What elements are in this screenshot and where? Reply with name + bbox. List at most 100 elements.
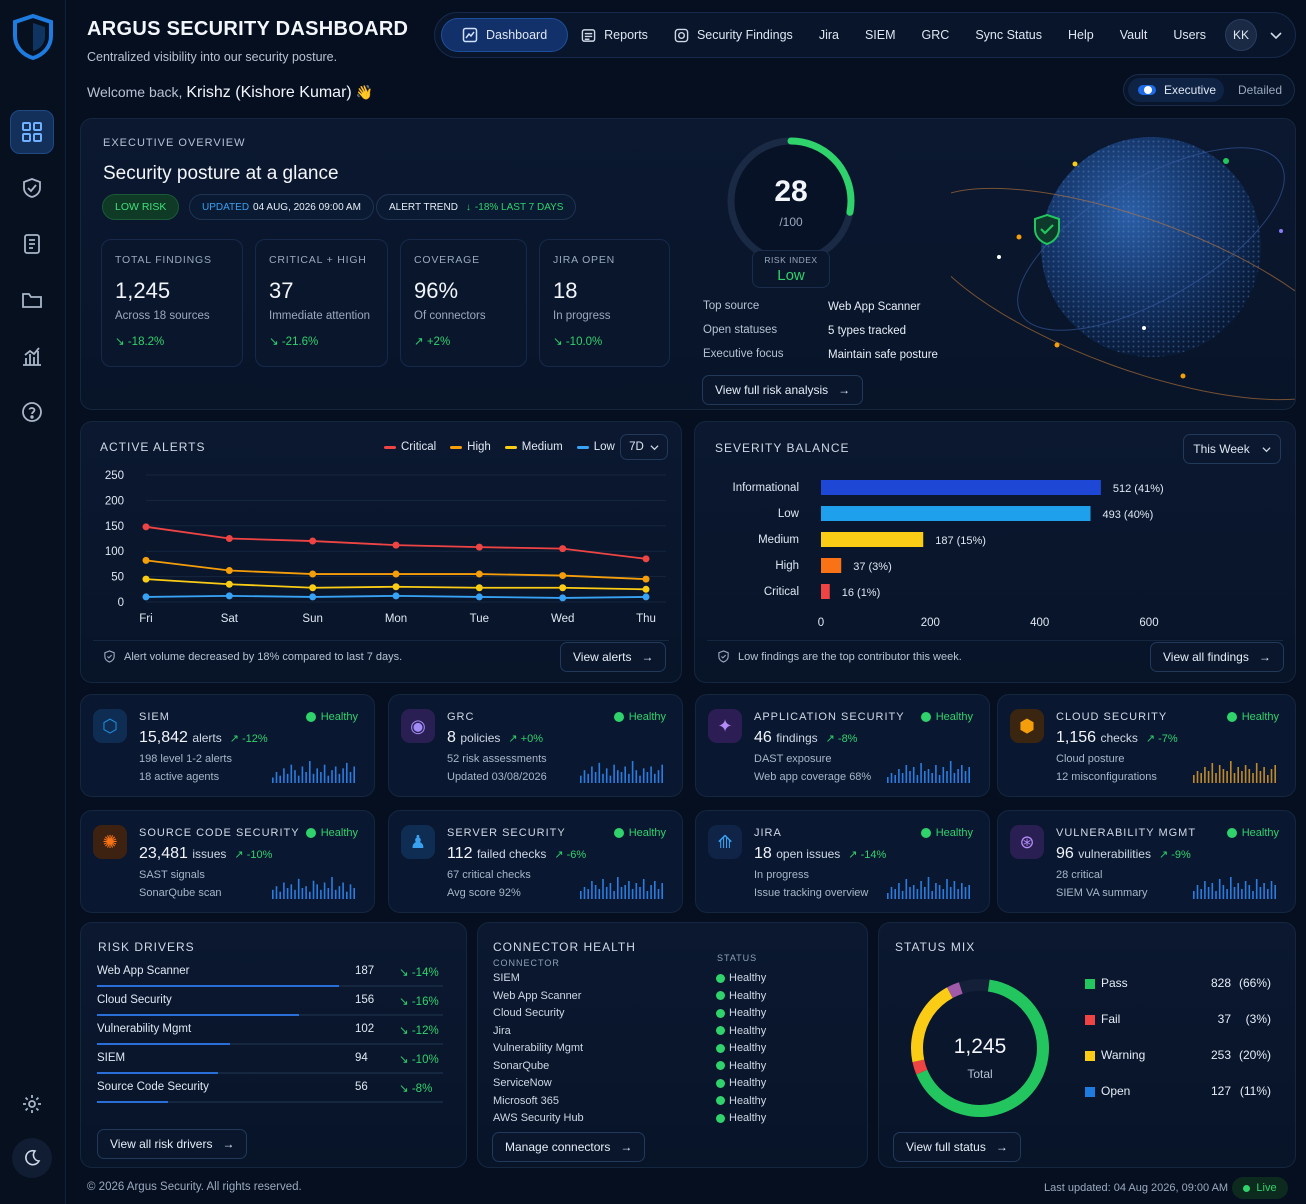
data-point-low[interactable] bbox=[225, 592, 233, 600]
module-card-application-security[interactable]: ✦ APPLICATION SECURITY Healthy 46 findings ↗… bbox=[695, 694, 990, 797]
data-point-high[interactable] bbox=[392, 570, 400, 578]
sidebar-folder-icon[interactable] bbox=[10, 278, 54, 322]
data-point-critical[interactable] bbox=[225, 535, 233, 542]
stat-coverage[interactable]: COVERAGE 96% Of connectors ↗ +2% bbox=[400, 239, 527, 367]
data-point-medium[interactable] bbox=[309, 584, 317, 592]
spark-bar bbox=[598, 889, 601, 899]
nav-grc[interactable]: GRC bbox=[909, 18, 963, 52]
spark-bar bbox=[938, 885, 941, 899]
bar-high[interactable] bbox=[821, 558, 842, 573]
module-card-source-code-security[interactable]: ✺ SOURCE CODE SECURITY Healthy 23,481 issue… bbox=[80, 810, 375, 913]
user-avatar[interactable]: KK bbox=[1224, 19, 1257, 51]
stat-change: -18.2% bbox=[127, 336, 165, 348]
view-risk-analysis-button[interactable]: View full risk analysis → bbox=[702, 375, 864, 405]
nav-reports[interactable]: Reports bbox=[568, 18, 661, 52]
sidebar-settings-icon[interactable] bbox=[10, 1082, 54, 1126]
nav-help[interactable]: Help bbox=[1055, 18, 1107, 52]
stat-critical-high[interactable]: CRITICAL + HIGH 37 Immediate attention ↘… bbox=[255, 239, 388, 367]
spark-bar bbox=[1237, 883, 1239, 899]
spark-bar bbox=[286, 773, 289, 783]
sidebar-shield-icon[interactable] bbox=[10, 166, 54, 210]
detailed-view-option[interactable]: Detailed bbox=[1238, 83, 1283, 97]
data-point-medium[interactable] bbox=[475, 584, 483, 592]
data-point-critical[interactable] bbox=[309, 537, 317, 545]
data-point-critical[interactable] bbox=[559, 545, 567, 553]
spark-bar bbox=[580, 775, 582, 783]
data-point-low[interactable] bbox=[142, 593, 150, 601]
stat-change: -10.0% bbox=[565, 336, 603, 348]
data-point-critical[interactable] bbox=[475, 543, 483, 551]
data-point-low[interactable] bbox=[559, 594, 567, 602]
spark-bar bbox=[1248, 885, 1251, 899]
connector-status: Healthy bbox=[716, 990, 766, 1002]
risk-driver-bar bbox=[97, 1043, 230, 1045]
data-point-high[interactable] bbox=[559, 572, 567, 580]
view-full-status-button[interactable]: View full status → bbox=[893, 1132, 1021, 1162]
chevron-down-icon[interactable] bbox=[1269, 28, 1283, 42]
trend-down-icon: ↘ bbox=[399, 996, 412, 1008]
module-card-vulnerability-mgmt[interactable]: ⊛ VULNERABILITY MGMT Healthy 96 vulnerabili… bbox=[997, 810, 1296, 913]
theme-moon-icon[interactable] bbox=[12, 1138, 52, 1178]
nav-sync-status[interactable]: Sync Status bbox=[962, 18, 1055, 52]
data-point-low[interactable] bbox=[475, 593, 483, 601]
stat-total-findings[interactable]: TOTAL FINDINGS 1,245 Across 18 sources ↘… bbox=[101, 239, 243, 367]
donut-slice-warning[interactable] bbox=[909, 977, 1051, 1119]
risk-driver-track bbox=[97, 1101, 443, 1103]
legend-medium[interactable]: Medium bbox=[504, 441, 563, 453]
module-card-grc[interactable]: ◉ GRC Healthy 8 policies ↗ +0% 52 risk assess… bbox=[388, 694, 683, 797]
data-point-high[interactable] bbox=[642, 575, 650, 583]
data-point-medium[interactable] bbox=[142, 575, 150, 583]
argus-logo-icon[interactable] bbox=[12, 13, 54, 63]
nav-siem[interactable]: SIEM bbox=[852, 18, 909, 52]
sidebar-help-icon[interactable] bbox=[10, 390, 54, 434]
nav-security-findings[interactable]: Security Findings bbox=[661, 18, 806, 52]
data-point-high[interactable] bbox=[309, 570, 317, 578]
data-point-critical[interactable] bbox=[392, 541, 400, 549]
data-point-high[interactable] bbox=[142, 556, 150, 564]
data-point-high[interactable] bbox=[225, 567, 233, 575]
nav-jira[interactable]: Jira bbox=[806, 18, 852, 52]
bar-low[interactable] bbox=[821, 506, 1091, 521]
view-all-risk-drivers-button[interactable]: View all risk drivers → bbox=[97, 1129, 248, 1159]
severity-range-select[interactable]: This Week bbox=[1183, 434, 1281, 464]
legend-high[interactable]: High bbox=[450, 441, 491, 453]
severity-footer-note: Low findings are the top contributor thi… bbox=[717, 650, 962, 663]
data-point-medium[interactable] bbox=[392, 583, 400, 591]
module-card-siem[interactable]: ⬡ SIEM Healthy 15,842 alerts ↗ -12% 198 level… bbox=[80, 694, 375, 797]
manage-connectors-button[interactable]: Manage connectors → bbox=[492, 1132, 646, 1162]
data-point-medium[interactable] bbox=[642, 585, 650, 593]
data-point-high[interactable] bbox=[475, 570, 483, 578]
module-title: SIEM bbox=[139, 711, 170, 723]
executive-view-option[interactable]: Executive bbox=[1128, 78, 1224, 102]
bar-medium[interactable] bbox=[821, 532, 924, 547]
bar-informational[interactable] bbox=[821, 480, 1101, 495]
module-card-server-security[interactable]: ♟ SERVER SECURITY Healthy 112 failed checks… bbox=[388, 810, 683, 913]
alerts-range-select[interactable]: 7D bbox=[620, 434, 668, 460]
sidebar-analytics-icon[interactable] bbox=[10, 334, 54, 378]
data-point-critical[interactable] bbox=[642, 555, 650, 563]
nav-vault[interactable]: Vault bbox=[1107, 18, 1161, 52]
bar-critical[interactable] bbox=[821, 584, 830, 599]
data-point-low[interactable] bbox=[392, 592, 400, 600]
data-point-medium[interactable] bbox=[559, 584, 567, 592]
module-card-jira[interactable]: ⟰ JIRA Healthy 18 open issues ↗ -14% In progr… bbox=[695, 810, 990, 913]
sidebar-document-icon[interactable] bbox=[10, 222, 54, 266]
arrow-right-icon: → bbox=[222, 1137, 235, 1151]
spark-bar bbox=[1244, 765, 1247, 783]
nav-dashboard[interactable]: Dashboard bbox=[441, 18, 569, 52]
bar-value-label: 16 (1%) bbox=[842, 587, 881, 599]
stat-jira-open[interactable]: JIRA OPEN 18 In progress ↘ -10.0% bbox=[539, 239, 670, 367]
sidebar-dashboard-icon[interactable] bbox=[10, 110, 54, 154]
data-point-medium[interactable] bbox=[225, 580, 233, 588]
data-point-critical[interactable] bbox=[142, 523, 150, 531]
nav-users[interactable]: Users bbox=[1160, 18, 1219, 52]
module-card-cloud-security[interactable]: ⬢ CLOUD SECURITY Healthy 1,156 checks ↗ -7% C… bbox=[997, 694, 1296, 797]
legend-critical[interactable]: Critical bbox=[384, 441, 436, 453]
data-point-low[interactable] bbox=[642, 593, 650, 601]
view-all-findings-button[interactable]: View all findings → bbox=[1150, 642, 1284, 672]
legend-low[interactable]: Low bbox=[576, 441, 615, 453]
nav-sync-status-label: Sync Status bbox=[975, 28, 1043, 42]
spark-bar bbox=[631, 761, 634, 783]
view-alerts-button[interactable]: View alerts → bbox=[560, 642, 667, 672]
data-point-low[interactable] bbox=[309, 593, 317, 601]
